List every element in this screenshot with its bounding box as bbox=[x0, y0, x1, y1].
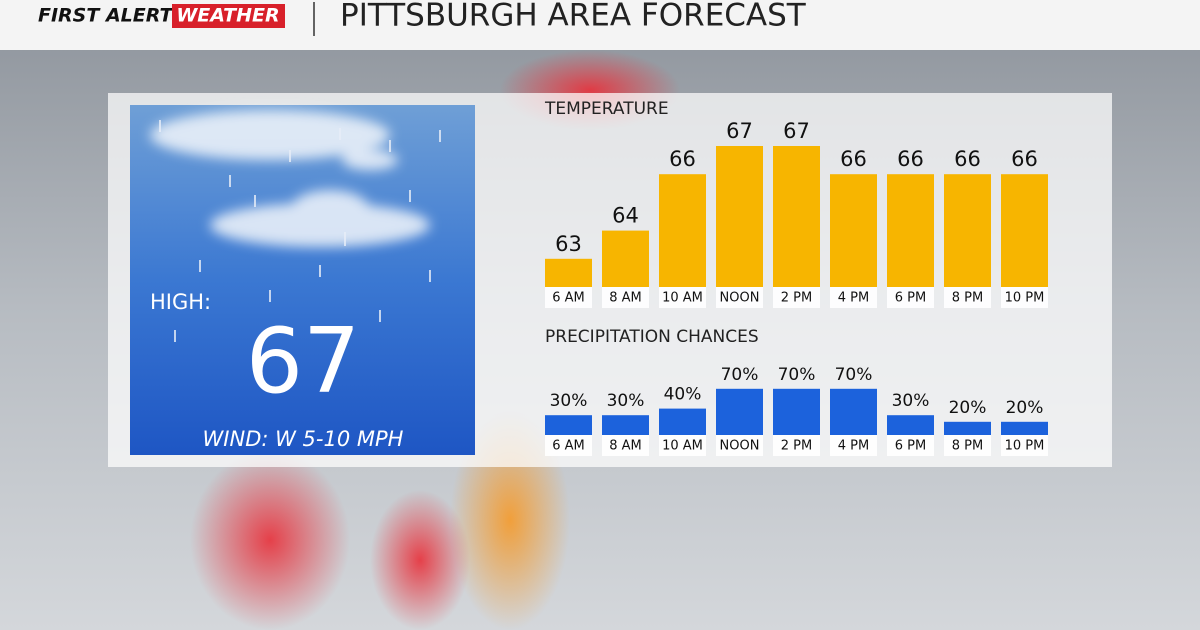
weather-icon-box bbox=[130, 105, 475, 455]
x-tick-label: 2 PM bbox=[781, 439, 812, 454]
value-label: 66 bbox=[669, 147, 696, 171]
bar bbox=[716, 146, 763, 287]
rain bbox=[159, 120, 441, 342]
bar bbox=[773, 146, 820, 287]
category-strip bbox=[773, 287, 820, 308]
logo-first: FIRST ALERT bbox=[38, 5, 175, 27]
x-tick-label: 8 AM bbox=[609, 439, 642, 454]
bar bbox=[887, 174, 934, 287]
x-tick-label: NOON bbox=[720, 291, 760, 306]
x-tick-label: 6 PM bbox=[895, 439, 926, 454]
clouds bbox=[150, 110, 430, 247]
x-tick-label: 8 PM bbox=[952, 439, 983, 454]
value-label: 30% bbox=[892, 391, 930, 411]
bar bbox=[944, 174, 991, 287]
bar bbox=[602, 230, 649, 287]
chart-title: PRECIPITATION CHANCES bbox=[545, 327, 759, 347]
bar bbox=[1001, 174, 1048, 287]
value-label: 30% bbox=[550, 391, 588, 411]
x-tick-label: 6 AM bbox=[552, 439, 585, 454]
category-strip bbox=[944, 287, 991, 308]
value-label: 67 bbox=[726, 119, 753, 143]
category-strip bbox=[602, 435, 649, 456]
x-tick-label: 10 PM bbox=[1005, 291, 1045, 306]
value-label: 64 bbox=[612, 204, 639, 228]
bar bbox=[1001, 421, 1048, 435]
wind: WIND: W 5-10 MPH bbox=[203, 427, 404, 451]
logo-box bbox=[172, 4, 285, 28]
value-label: 30% bbox=[607, 391, 645, 411]
value-label: 70% bbox=[721, 365, 759, 385]
category-strip bbox=[830, 435, 877, 456]
bar bbox=[773, 388, 820, 435]
chart-title: TEMPERATURE bbox=[544, 99, 669, 119]
value-label: 20% bbox=[949, 398, 987, 418]
category-strip bbox=[1001, 435, 1048, 456]
category-strip bbox=[1001, 287, 1048, 308]
bar bbox=[659, 174, 706, 287]
light-glow bbox=[370, 490, 470, 630]
x-tick-label: 4 PM bbox=[838, 291, 869, 306]
high-value: 67 bbox=[246, 309, 361, 414]
x-tick-label: 10 AM bbox=[662, 439, 703, 454]
x-tick-label: 10 PM bbox=[1005, 439, 1045, 454]
header-title: PITTSBURGH AREA FORECAST bbox=[340, 0, 807, 34]
bar bbox=[887, 415, 934, 435]
value-label: 40% bbox=[664, 385, 702, 405]
category-strip bbox=[887, 287, 934, 308]
category-strip bbox=[659, 435, 706, 456]
light-glow bbox=[190, 450, 350, 630]
x-tick-label: 10 AM bbox=[662, 291, 703, 306]
x-tick-label: 4 PM bbox=[838, 439, 869, 454]
category-strip bbox=[716, 435, 763, 456]
value-label: 67 bbox=[783, 119, 810, 143]
x-tick-label: NOON bbox=[720, 439, 760, 454]
bar bbox=[830, 174, 877, 287]
logo-weather: WEATHER bbox=[176, 5, 279, 27]
bar bbox=[659, 408, 706, 435]
bar bbox=[602, 415, 649, 435]
high-label: HIGH: bbox=[150, 290, 211, 314]
bar bbox=[944, 421, 991, 435]
value-label: 66 bbox=[1011, 147, 1038, 171]
value-label: 66 bbox=[897, 147, 924, 171]
category-strip bbox=[659, 287, 706, 308]
value-label: 20% bbox=[1006, 398, 1044, 418]
x-tick-label: 8 PM bbox=[952, 291, 983, 306]
bar bbox=[716, 388, 763, 435]
category-strip bbox=[602, 287, 649, 308]
category-strip bbox=[773, 435, 820, 456]
x-tick-label: 6 PM bbox=[895, 291, 926, 306]
x-tick-label: 6 AM bbox=[552, 291, 585, 306]
category-strip bbox=[830, 287, 877, 308]
category-strip bbox=[716, 287, 763, 308]
bar bbox=[830, 388, 877, 435]
category-strip bbox=[887, 435, 934, 456]
bar bbox=[545, 258, 592, 287]
value-label: 63 bbox=[555, 232, 582, 256]
category-strip bbox=[545, 287, 592, 308]
value-label: 66 bbox=[954, 147, 981, 171]
category-strip bbox=[545, 435, 592, 456]
value-label: 66 bbox=[840, 147, 867, 171]
x-tick-label: 8 AM bbox=[609, 291, 642, 306]
value-label: 70% bbox=[835, 365, 873, 385]
category-strip bbox=[944, 435, 991, 456]
value-label: 70% bbox=[778, 365, 816, 385]
x-tick-label: 2 PM bbox=[781, 291, 812, 306]
bar bbox=[545, 415, 592, 435]
